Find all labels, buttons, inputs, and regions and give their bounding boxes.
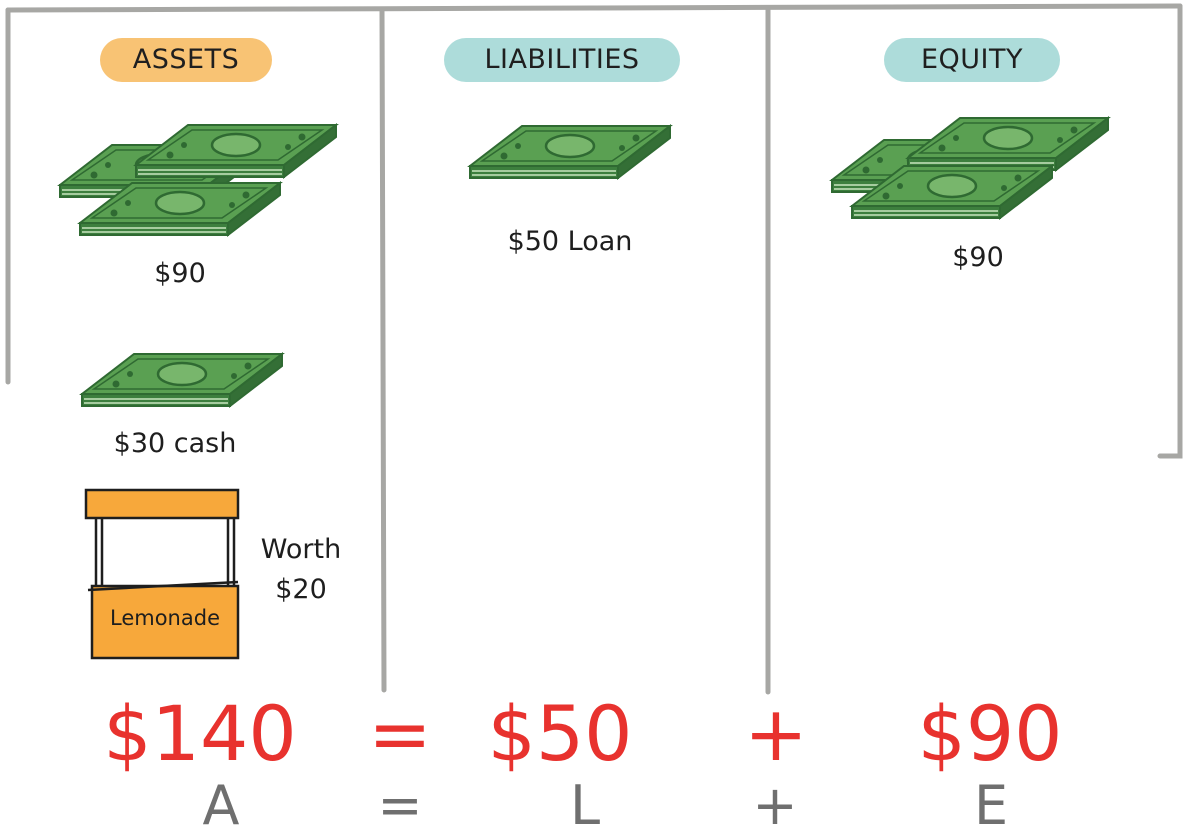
equation-plus-sign: + <box>744 689 808 778</box>
assets-highlight <box>100 38 272 82</box>
formula-a: A <box>202 774 240 837</box>
lemonade-stand-icon <box>84 488 240 660</box>
assets-cash-label: $30 cash <box>113 428 237 459</box>
assets-cash-icon <box>80 352 284 408</box>
assets-header: ASSETS <box>132 44 240 75</box>
liabilities-loan-label: $50 Loan <box>507 226 633 257</box>
formula-l: L <box>569 774 601 837</box>
formula-plus: + <box>752 774 798 837</box>
equation-equals-sign: = <box>368 689 432 778</box>
equity-total: $90 <box>917 689 1063 778</box>
liabilities-header: LIABILITIES <box>484 44 640 75</box>
equity-highlight <box>884 38 1060 82</box>
lemonade-sign-text: Lemonade <box>110 606 220 630</box>
liabilities-highlight <box>444 38 680 82</box>
liabilities-total: $50 <box>487 689 633 778</box>
formula-equals: = <box>377 774 423 837</box>
liabilities-loan-money-icon <box>468 124 672 180</box>
equity-header: EQUITY <box>920 44 1024 75</box>
assets-money-value: $90 <box>154 258 206 289</box>
stand-worth-line1: Worth <box>260 534 342 565</box>
assets-money-stack-icon <box>58 123 338 237</box>
equity-money-value: $90 <box>952 242 1004 273</box>
equity-money-stack-icon <box>830 116 1110 220</box>
formula-e: E <box>973 774 1009 837</box>
stand-worth-line2: $20 <box>275 574 327 605</box>
assets-total: $140 <box>103 689 297 778</box>
